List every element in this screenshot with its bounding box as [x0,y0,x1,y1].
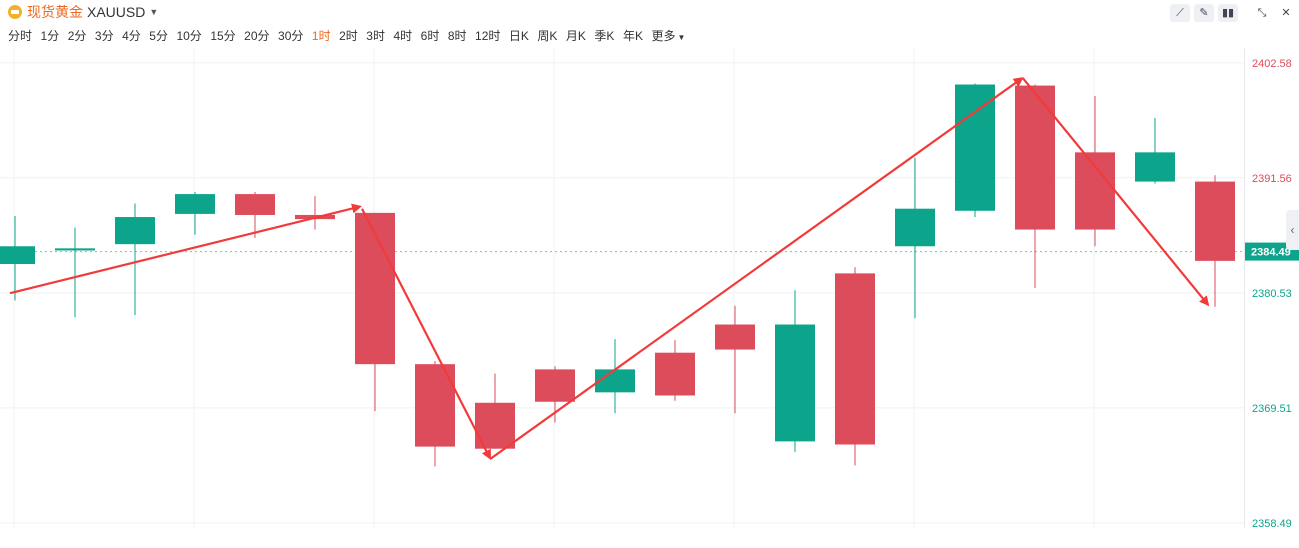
period-tab[interactable]: 3分 [94,29,114,43]
period-tab[interactable]: 15分 [210,29,236,43]
chevron-left-icon[interactable]: ‹ [1286,210,1299,250]
current-price-label: 2384.49 [1251,247,1291,259]
period-tab[interactable]: 日K [508,29,529,43]
trend-arrow [489,77,1024,461]
candle-body [715,324,755,350]
collapse-icon[interactable]: ⤡ [1257,7,1267,19]
candle-body [895,208,935,247]
pen-icon[interactable]: ✎ [1194,4,1214,22]
period-tab[interactable]: 年K [622,29,643,43]
candle-body [1135,152,1175,182]
gold-coin-icon [8,5,22,19]
y-tick-label: 2402.58 [1252,58,1292,70]
instrument-name: 现货黄金 [27,4,83,20]
caret-down-icon[interactable]: ▼ [149,7,159,17]
candle-body [655,352,695,396]
period-tabs: 分时 1分 2分 3分 4分 5分 10分 15分 20分 30分 1时 2时 3时 4时 6时 8时 12时日… [8,28,694,44]
line-draw-icon[interactable]: ⟋ [1170,4,1190,22]
candle-body [355,212,395,365]
y-tick-label: 2391.56 [1252,173,1292,185]
y-tick-label: 2358.49 [1252,518,1292,530]
period-tab[interactable]: 月K [565,29,586,43]
trend-arrow [361,208,491,460]
candle-body [775,324,815,442]
candle-body [535,369,575,402]
candle-body [235,194,275,215]
caret-down-icon: ▼ [677,33,686,42]
candle-body [955,84,995,211]
period-tab[interactable]: 更多 ▼ [651,29,686,43]
candle-body [835,273,875,445]
candle-body [1015,85,1055,230]
window-tools: ⤡ ✕ [1248,4,1296,22]
trend-arrow [1022,77,1210,307]
candle-body [175,194,215,214]
period-tab[interactable]: 2分 [67,29,87,43]
period-tab[interactable]: 周K [537,29,558,43]
candle-body [595,369,635,393]
period-tab[interactable]: 1分 [40,29,60,43]
top-bar: 现货黄金 XAUUSD ▼ ⟋ ✎ ▮▮ ⤡ ✕ [0,0,1299,24]
candle-body [1195,181,1235,261]
period-tab[interactable]: 5分 [149,29,168,43]
period-tab[interactable]: 8时 [447,29,467,43]
period-tab[interactable]: 12时 [475,29,501,43]
period-tab[interactable]: 10分 [176,29,202,43]
y-tick-label: 2369.51 [1252,403,1292,415]
candle-body [0,246,35,264]
candle-body [115,217,155,245]
candle-body [1075,152,1115,230]
period-tab[interactable]: 4时 [393,29,413,43]
candle-body [55,248,95,251]
period-tab[interactable]: 20分 [244,29,270,43]
instrument-selector[interactable]: 现货黄金 XAUUSD ▼ [8,3,158,21]
close-icon[interactable]: ✕ [1281,7,1291,19]
period-tab[interactable]: 分时 [8,29,33,43]
period-tab[interactable]: 6时 [420,29,440,43]
current-price-tag [1245,242,1299,261]
period-tab[interactable]: 3时 [366,29,385,43]
candlestick-chart: 2402.58 2391.56 2380.53 2369.51 2358.49 2384.… [0,48,1299,530]
candle-style-icon[interactable]: ▮▮ [1218,4,1238,22]
instrument-symbol: XAUUSD [87,4,146,20]
period-tab[interactable]: 4分 [122,29,141,43]
period-tab[interactable]: 30分 [278,29,304,43]
period-tab[interactable]: 1时 [311,29,331,43]
trend-arrow [9,203,362,295]
period-tab[interactable]: 季K [594,29,615,43]
chart-tools: ⟋ ✎ ▮▮ [1166,4,1238,22]
y-tick-label: 2380.53 [1252,288,1292,300]
period-tab[interactable]: 2时 [339,29,358,43]
